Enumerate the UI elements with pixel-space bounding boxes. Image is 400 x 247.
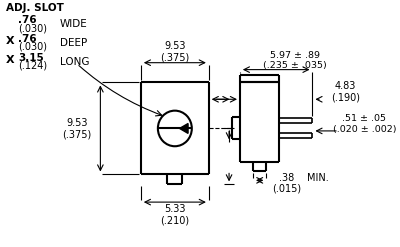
Text: 4.83
(.190): 4.83 (.190) xyxy=(331,81,360,102)
Polygon shape xyxy=(180,124,188,133)
Text: WIDE: WIDE xyxy=(60,19,88,29)
Text: (.030): (.030) xyxy=(18,23,47,33)
Text: .76: .76 xyxy=(18,15,37,25)
Text: (.030): (.030) xyxy=(18,42,47,52)
Text: 5.97 ± .89
(.235 ± .035): 5.97 ± .89 (.235 ± .035) xyxy=(263,51,327,70)
Text: 5.33
(.210): 5.33 (.210) xyxy=(160,204,190,226)
Text: LONG: LONG xyxy=(60,57,89,67)
Text: (.124): (.124) xyxy=(18,61,48,71)
Text: ADJ. SLOT: ADJ. SLOT xyxy=(6,3,64,13)
Text: MIN.: MIN. xyxy=(307,173,329,183)
Text: 9.53
(.375): 9.53 (.375) xyxy=(160,41,190,63)
Text: 3.15: 3.15 xyxy=(18,53,44,63)
Text: X: X xyxy=(6,55,15,65)
Text: .38: .38 xyxy=(280,173,295,183)
Text: (.015): (.015) xyxy=(272,183,302,193)
Text: X: X xyxy=(6,36,15,46)
Text: DEEP: DEEP xyxy=(60,38,87,48)
Text: .51 ± .05
(.020 ± .002): .51 ± .05 (.020 ± .002) xyxy=(332,114,396,134)
Text: .76: .76 xyxy=(18,34,37,44)
Text: 9.53
(.375): 9.53 (.375) xyxy=(62,118,92,139)
